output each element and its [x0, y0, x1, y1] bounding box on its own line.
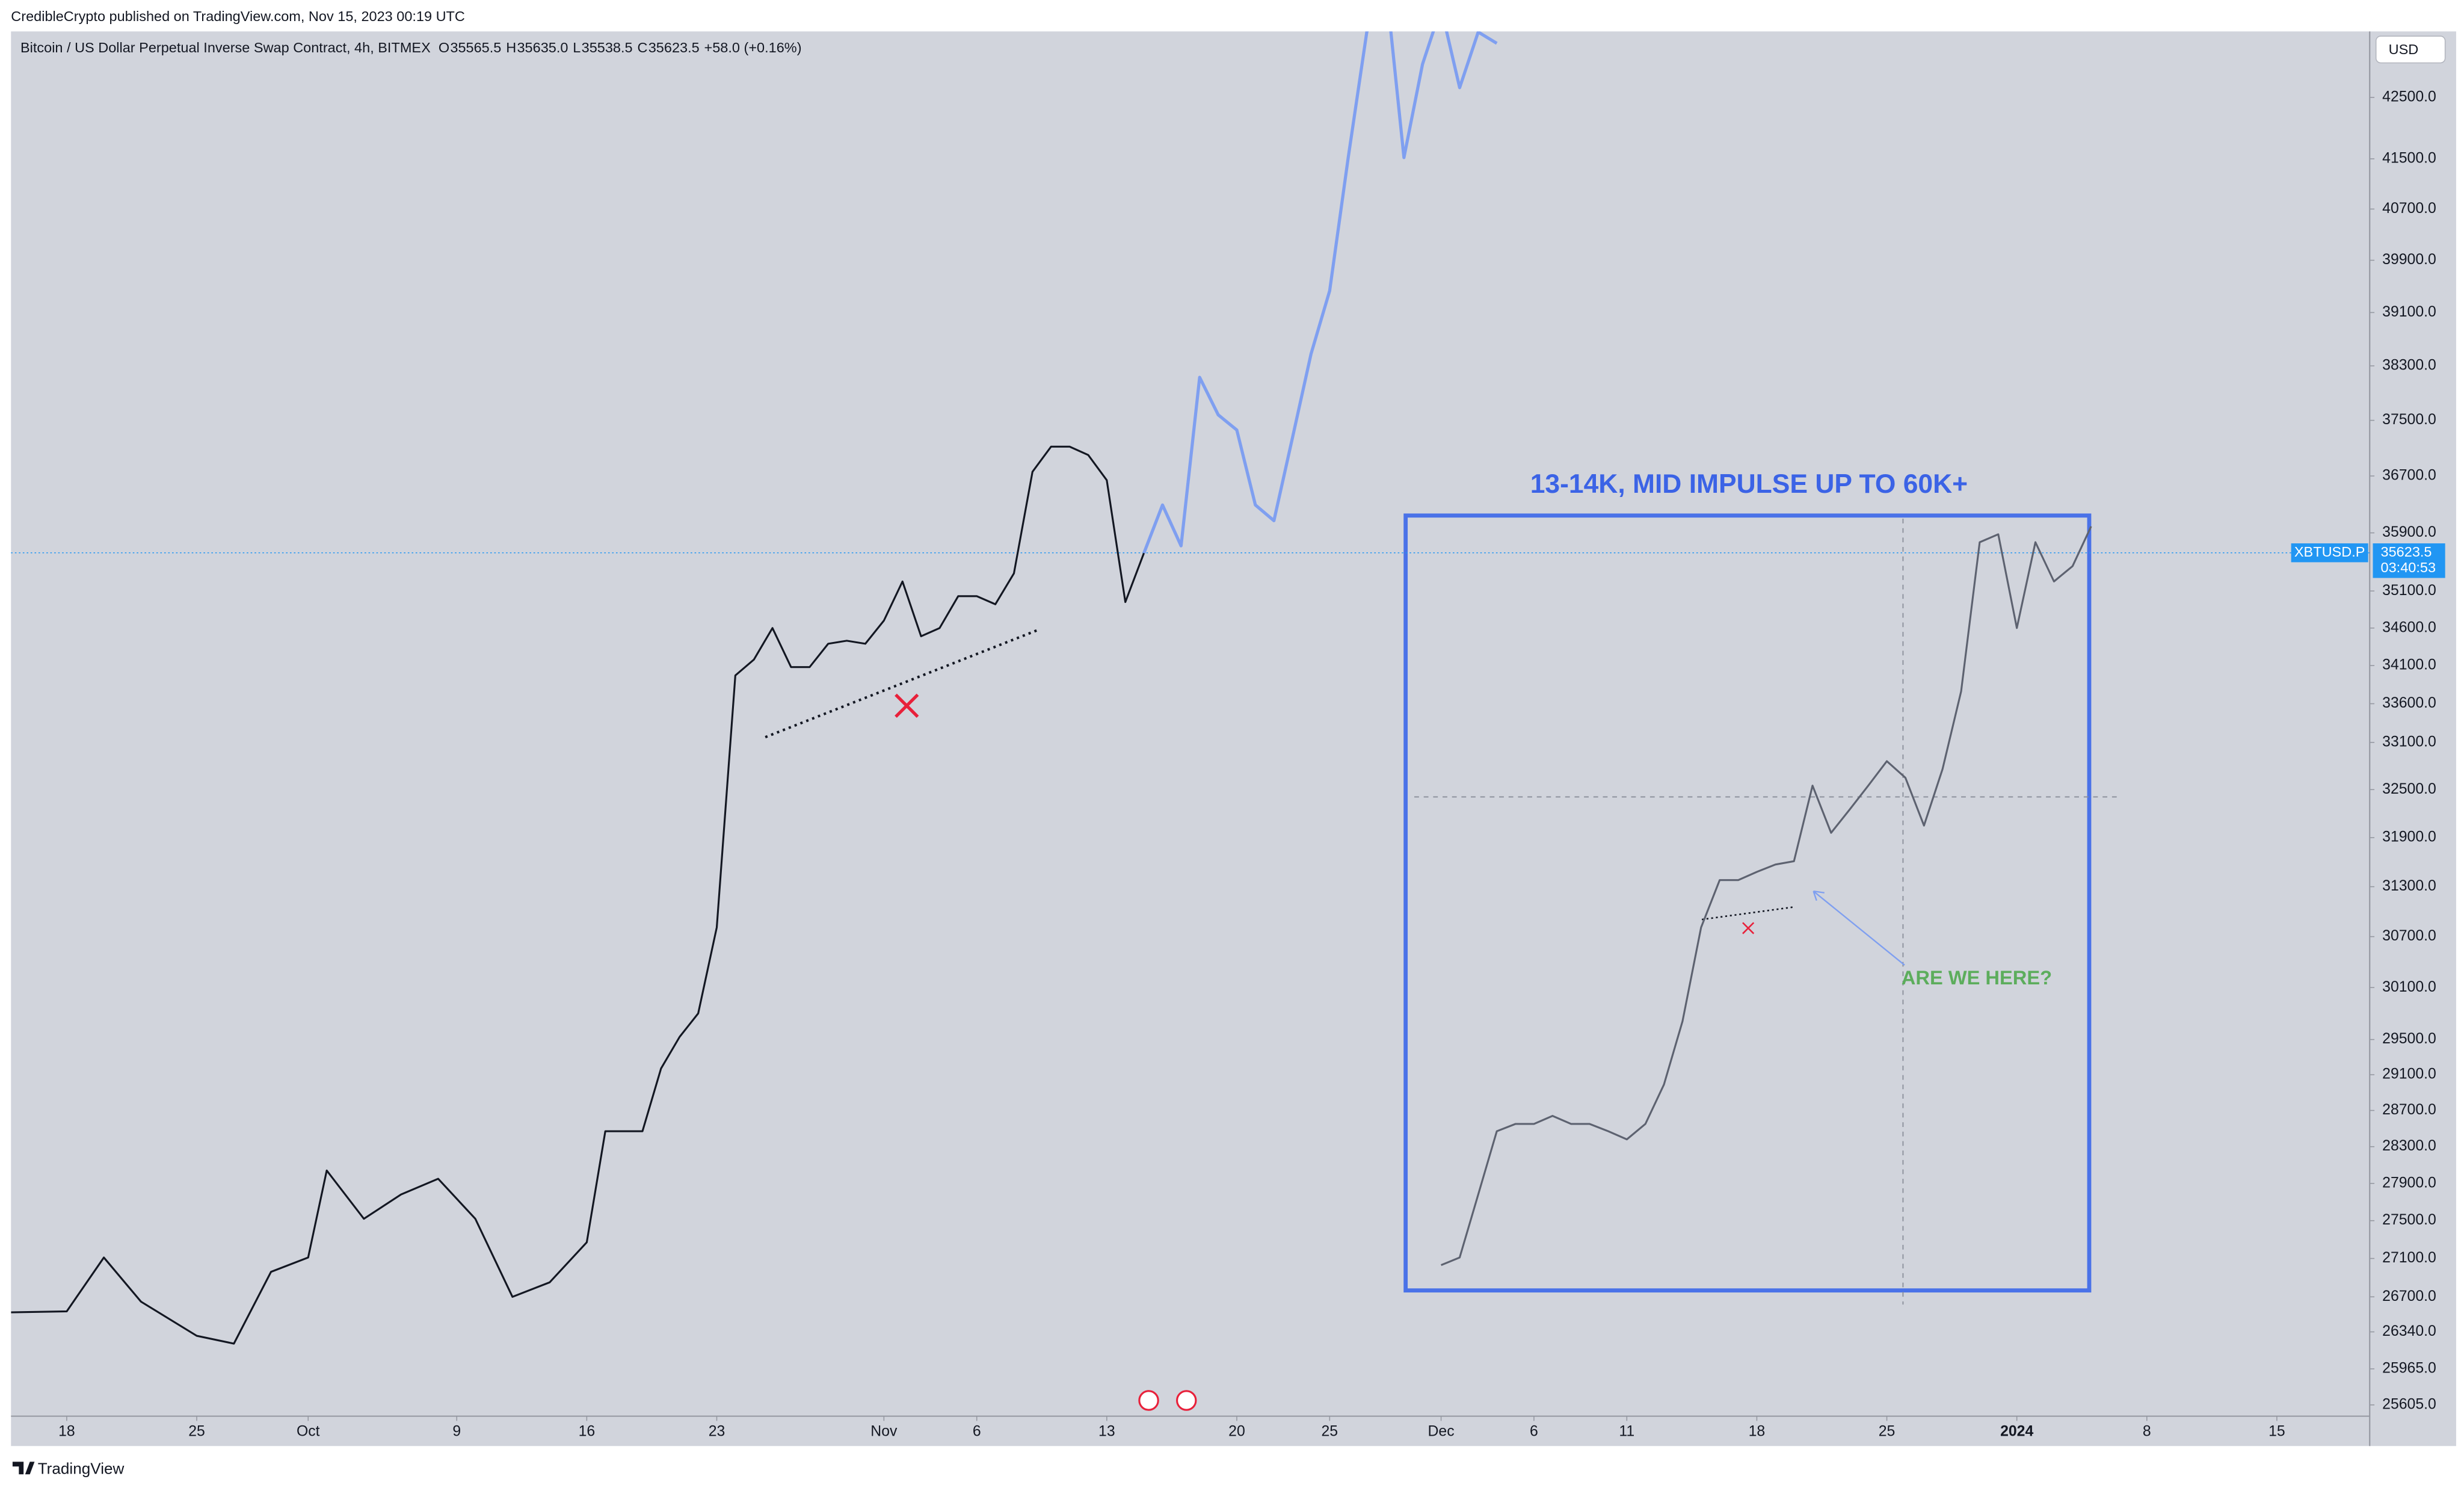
x-tick-label: 18 [1749, 1423, 1766, 1439]
x-tick-label: 8 [2143, 1423, 2151, 1439]
y-tick-label: 41500.0 [2382, 150, 2436, 166]
y-tick-label: 29100.0 [2382, 1066, 2436, 1082]
ticker-box [2291, 543, 2368, 563]
y-tick-label: 35100.0 [2382, 582, 2436, 599]
ohlc-value: 35565.5 [450, 40, 501, 55]
y-tick-label: 37500.0 [2382, 412, 2436, 428]
x-tick-label: 25 [1322, 1423, 1338, 1439]
ohlc-value: 35623.5 [648, 40, 700, 55]
series-group [11, 31, 2092, 1345]
tv-logo: TradingView [12, 1459, 125, 1477]
y-tick-label: 25605.0 [2382, 1396, 2436, 1412]
y-tick-label: 28700.0 [2382, 1102, 2436, 1118]
y-tick-label: 31900.0 [2382, 829, 2436, 845]
event-icon [1138, 1390, 1159, 1411]
x-tick-label: Nov [870, 1423, 898, 1439]
annotation-box [1403, 513, 2092, 1293]
y-tick-label: 38300.0 [2382, 357, 2436, 374]
ohlc-key: O [439, 40, 449, 55]
x-tick-label: 15 [2268, 1423, 2285, 1439]
y-tick-label: 36700.0 [2382, 468, 2436, 484]
brand: TradingView [38, 1459, 125, 1477]
x-tick-label: 20 [1228, 1423, 1245, 1439]
publisher: CredibleCrypto published on TradingView.… [11, 8, 465, 24]
y-tick-label: 28300.0 [2382, 1138, 2436, 1154]
logo-mark [12, 1462, 35, 1475]
ohlc-value: 35538.5 [582, 40, 633, 55]
y-tick-label: 35900.0 [2382, 524, 2436, 540]
price-line [11, 445, 1145, 1345]
trendline [765, 629, 1038, 739]
x-mark-small [1742, 922, 1755, 934]
y-tick-label: 25965.0 [2382, 1360, 2436, 1377]
x-mark [895, 693, 919, 718]
price-line [1440, 526, 2092, 1267]
y-tick-label: 30700.0 [2382, 928, 2436, 944]
y-tick-label: 27100.0 [2382, 1250, 2436, 1266]
x-tick-label: Oct [297, 1423, 320, 1439]
currency[interactable]: USD [2389, 42, 2419, 57]
y-tick-label: 34600.0 [2382, 619, 2436, 635]
y-tick-label: 29500.0 [2382, 1031, 2436, 1047]
ohlc-key: C [637, 40, 647, 55]
x-tick-label: 16 [579, 1423, 596, 1439]
symbol: Bitcoin / US Dollar Perpetual Inverse Sw… [20, 40, 431, 55]
x-tick-label: 25 [188, 1423, 205, 1439]
x-tick-label: 6 [973, 1423, 981, 1439]
y-tick-label: 27900.0 [2382, 1175, 2436, 1191]
y-tick-label: 31300.0 [2382, 878, 2436, 894]
x-tick-label: Dec [1428, 1423, 1455, 1439]
y-tick-label: 33100.0 [2382, 733, 2436, 750]
y-tick-label: 27500.0 [2382, 1212, 2436, 1228]
ohlc-key: H [506, 40, 516, 55]
x-tick-label: 2024 [2000, 1423, 2033, 1439]
plot-area [11, 31, 2456, 1446]
x-tick-label: 6 [1530, 1423, 1538, 1439]
x-tick-label: 18 [58, 1423, 75, 1439]
change: +58.0 (+0.16%) [704, 40, 802, 55]
y-tick-label: 40700.0 [2382, 200, 2436, 217]
y-tick-label: 34100.0 [2382, 657, 2436, 673]
price-box [2373, 543, 2445, 578]
ticker: XBTUSD.P [2294, 544, 2365, 560]
y-tick-label: 26340.0 [2382, 1323, 2436, 1339]
x-tick-label: 9 [452, 1423, 461, 1439]
x-tick-label: 23 [709, 1423, 725, 1439]
event-icon [1176, 1390, 1197, 1411]
price-line [1142, 31, 1498, 554]
x-tick-label: 11 [1619, 1423, 1634, 1439]
trendline-small [1701, 906, 1795, 921]
last-price: 35623.5 [2381, 544, 2432, 560]
currency-button[interactable] [2375, 36, 2446, 64]
ohlc-key: L [573, 40, 581, 55]
countdown: 03:40:53 [2381, 560, 2436, 575]
x-tick-label: 25 [1879, 1423, 1896, 1439]
question: ARE WE HERE? [1902, 966, 2052, 989]
y-tick-label: 39900.0 [2382, 252, 2436, 268]
event-icons [1138, 1390, 1197, 1411]
ohlc-value: 35635.0 [517, 40, 568, 55]
y-tick-label: 42500.0 [2382, 88, 2436, 105]
symbol-legend: Bitcoin / US Dollar Perpetual Inverse Sw… [20, 40, 802, 55]
y-tick-label: 30100.0 [2382, 979, 2436, 995]
y-tick-label: 32500.0 [2382, 781, 2436, 797]
x-tick-label: 13 [1098, 1423, 1115, 1439]
arrow [1813, 890, 1905, 966]
y-tick-label: 39100.0 [2382, 304, 2436, 320]
box-title: 13-14K, MID IMPULSE UP TO 60K+ [1530, 469, 1968, 499]
y-tick-label: 33600.0 [2382, 695, 2436, 711]
y-tick-label: 26700.0 [2382, 1288, 2436, 1304]
